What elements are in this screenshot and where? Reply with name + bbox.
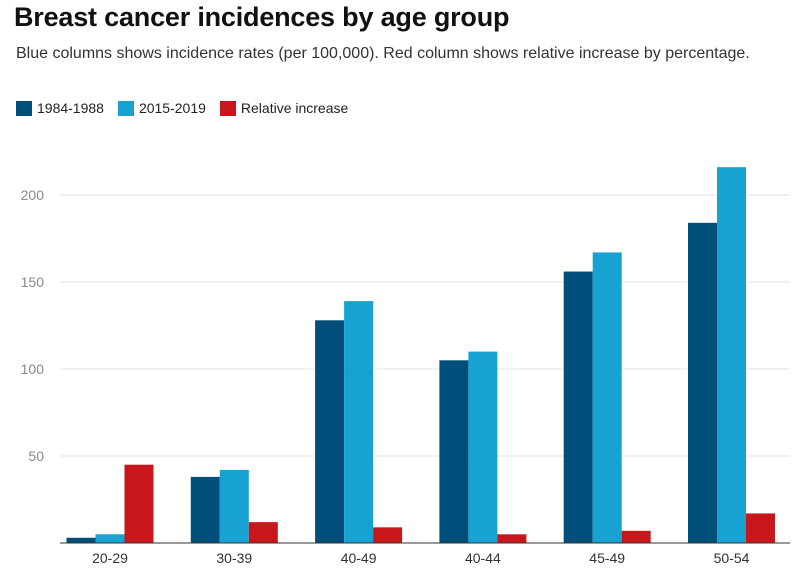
legend-item-series-2: Relative increase — [219, 100, 349, 116]
x-tick-label: 50-54 — [714, 550, 750, 566]
bars — [66, 167, 775, 544]
legend-item-series-1: 2015-2019 — [117, 100, 206, 116]
chart-subtitle: Blue columns shows incidence rates (per … — [16, 45, 750, 62]
bar-45-49-series-0 — [563, 271, 593, 543]
bar-50-54-series-1 — [717, 167, 746, 543]
bar-30-39-series-0 — [190, 476, 220, 543]
x-tick-label: 45-49 — [589, 550, 625, 566]
bar-50-54-series-2 — [746, 513, 775, 543]
y-tick-label: 150 — [21, 274, 45, 290]
bar-40-49-series-1 — [344, 301, 374, 543]
bar-20-29-series-2 — [124, 464, 154, 543]
bar-30-39-series-2 — [248, 522, 278, 543]
legend-swatch-series-1 — [117, 100, 134, 116]
x-tick-label: 40-44 — [465, 550, 501, 566]
legend: 1984-1988 2015-2019 Relative increase — [16, 100, 348, 116]
bar-40-44-series-0 — [439, 360, 469, 543]
x-tick-label: 20-29 — [92, 550, 128, 566]
y-tick-label: 50 — [28, 448, 44, 464]
legend-swatch-series-2 — [219, 100, 236, 116]
bar-50-54-series-0 — [688, 222, 717, 543]
bar-45-49-series-1 — [592, 252, 622, 544]
gridlines — [60, 194, 790, 457]
bar-40-49-series-2 — [373, 527, 403, 543]
legend-swatch-series-0 — [16, 100, 32, 116]
legend-label-series-1: 2015-2019 — [138, 100, 206, 116]
axes: 50 100 150 200 20-29 30-39 40-49 40-44 45-49 50-5… — [21, 187, 790, 566]
y-tick-label: 200 — [21, 187, 45, 203]
bar-45-49-series-2 — [621, 530, 651, 543]
bar-40-44-series-1 — [468, 351, 498, 543]
legend-label-series-2: Relative increase — [240, 100, 349, 116]
bar-20-29-series-1 — [95, 534, 125, 543]
bar-40-49-series-0 — [315, 320, 345, 543]
bar-40-44-series-2 — [497, 534, 527, 543]
x-tick-label: 30-39 — [216, 550, 252, 566]
legend-label-series-0: 1984-1988 — [37, 100, 104, 116]
x-tick-label: 40-49 — [341, 550, 377, 566]
bar-30-39-series-1 — [219, 469, 249, 543]
bar-20-29-series-0 — [66, 537, 96, 543]
y-tick-label: 100 — [21, 361, 45, 377]
chart-title: Breast cancer incidences by age group — [14, 2, 510, 32]
legend-item-series-0: 1984-1988 — [16, 100, 104, 116]
